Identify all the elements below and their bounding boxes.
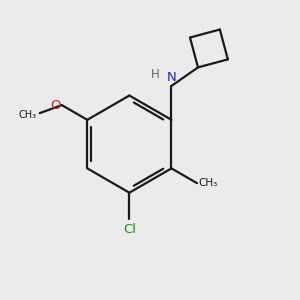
- Text: CH₃: CH₃: [198, 178, 218, 188]
- Text: N: N: [167, 70, 176, 84]
- Text: H: H: [151, 68, 160, 81]
- Text: Cl: Cl: [123, 223, 136, 236]
- Text: O: O: [50, 99, 60, 112]
- Text: CH₃: CH₃: [19, 110, 37, 120]
